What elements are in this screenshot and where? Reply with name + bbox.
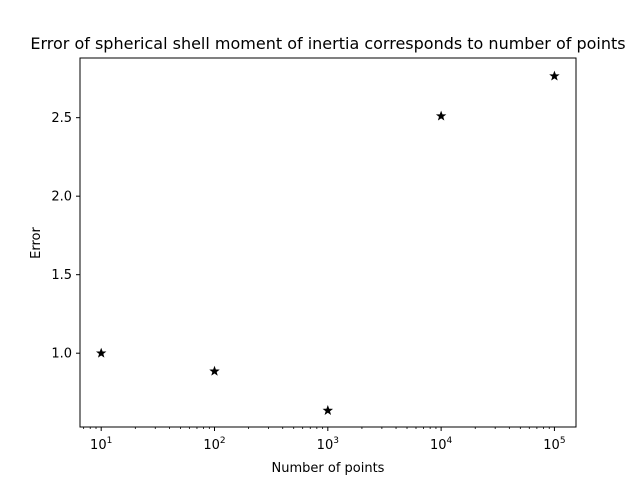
y-tick-label: 1.5 xyxy=(51,268,72,283)
x-tick-label: 102 xyxy=(203,436,225,453)
x-axis-ticks: 101 102 103 104 105 xyxy=(90,427,566,453)
x-axis-label: Number of points xyxy=(272,461,385,476)
data-point-marker xyxy=(95,347,107,358)
plot-area xyxy=(79,57,577,428)
x-tick-label: 105 xyxy=(543,436,565,453)
x-minor-ticks xyxy=(83,427,550,429)
y-tick-label: 2.0 xyxy=(51,190,72,205)
y-axis-ticks: 1.0 1.5 2.0 2.5 xyxy=(51,111,80,362)
x-tick-label: 104 xyxy=(430,436,453,453)
data-point-marker xyxy=(549,70,560,81)
y-axis-label: Error xyxy=(29,227,44,259)
x-tick-label: 101 xyxy=(90,436,112,453)
x-tick-label: 103 xyxy=(317,436,339,453)
y-tick-label: 1.0 xyxy=(51,347,72,362)
data-point-marker xyxy=(435,110,447,121)
data-point-marker xyxy=(322,405,334,415)
chart-title: Error of spherical shell moment of inert… xyxy=(30,34,625,53)
data-point-marker xyxy=(209,365,220,376)
data-points xyxy=(95,70,560,415)
y-tick-label: 2.5 xyxy=(51,111,72,126)
